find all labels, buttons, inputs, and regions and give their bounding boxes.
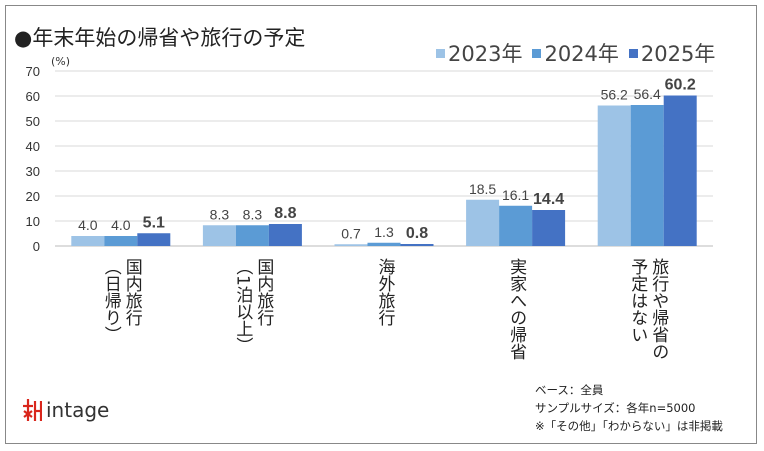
y-tick-label: 50 bbox=[26, 114, 40, 129]
bar bbox=[137, 233, 171, 246]
data-label: 1.3 bbox=[374, 224, 394, 240]
data-label: 8.3 bbox=[243, 206, 263, 222]
data-label: 14.4 bbox=[533, 191, 564, 208]
y-axis-unit: (%) bbox=[51, 55, 71, 68]
y-tick-label: 0 bbox=[33, 239, 40, 254]
bar bbox=[400, 244, 434, 246]
y-tick-label: 10 bbox=[26, 214, 40, 229]
legend-label: 2023年 bbox=[448, 42, 523, 66]
bar bbox=[235, 225, 269, 246]
data-label: 16.1 bbox=[502, 187, 529, 203]
y-tick-label: 70 bbox=[26, 64, 40, 79]
bar bbox=[202, 225, 236, 246]
bar bbox=[104, 236, 138, 246]
intage-logo-mark-icon bbox=[23, 399, 42, 421]
y-tick-label: 60 bbox=[26, 89, 40, 104]
intage-logo: intage bbox=[22, 397, 109, 423]
data-label: 56.4 bbox=[634, 86, 661, 102]
legend-item-2024: 2024年 bbox=[532, 38, 619, 68]
note-sample: サンプルサイズ：各年n=5000 bbox=[535, 401, 696, 415]
data-label: 8.8 bbox=[274, 205, 296, 222]
x-tick-label: 実家への帰省 bbox=[506, 258, 527, 360]
y-tick-label: 40 bbox=[26, 139, 40, 154]
x-tick-label: 海外旅行 bbox=[374, 258, 395, 326]
bar bbox=[71, 236, 105, 246]
x-tick-label: 国内旅行 （日帰り） bbox=[100, 258, 142, 343]
note-base: ベース：全員 bbox=[535, 383, 604, 397]
legend-swatch bbox=[532, 48, 542, 58]
logo-text: intage bbox=[46, 398, 110, 422]
data-label: 4.0 bbox=[78, 217, 98, 233]
bar bbox=[499, 205, 533, 246]
note-excluded: ※「その他」「わからない」は非掲載 bbox=[535, 419, 723, 433]
legend-swatch bbox=[436, 48, 445, 58]
legend-label: 2025年 bbox=[640, 42, 716, 66]
bar bbox=[268, 224, 302, 246]
bar bbox=[466, 199, 500, 246]
chart-title: ●年末年始の帰省や旅行の予定 bbox=[14, 26, 306, 50]
notes: ベース：全員 サンプルサイズ：各年n=5000 ※「その他」「わからない」は非掲… bbox=[535, 381, 723, 435]
data-label: 4.0 bbox=[111, 217, 131, 233]
data-label: 60.2 bbox=[665, 77, 696, 94]
bar bbox=[663, 95, 697, 246]
chart-border bbox=[5, 5, 757, 444]
legend-swatch bbox=[628, 48, 638, 58]
legend-item-2023: 2023年 bbox=[436, 38, 522, 68]
data-label: 0.8 bbox=[406, 225, 428, 242]
bar bbox=[367, 242, 401, 246]
legend-label: 2024年 bbox=[544, 42, 619, 66]
y-tick-label: 20 bbox=[26, 189, 40, 204]
bar bbox=[334, 244, 368, 246]
x-tick-label: 旅行や帰省の 予定はない bbox=[627, 258, 669, 360]
legend: 2023年 2024年 2025年 bbox=[436, 38, 715, 68]
data-label: 8.3 bbox=[210, 206, 230, 222]
bar bbox=[532, 210, 566, 246]
bar bbox=[630, 105, 664, 246]
legend-item-2025: 2025年 bbox=[628, 38, 716, 68]
data-label: 0.7 bbox=[341, 225, 361, 241]
y-tick-label: 30 bbox=[26, 164, 40, 179]
data-label: 5.1 bbox=[143, 214, 165, 231]
x-tick-label: 国内旅行 （1泊以上） bbox=[232, 258, 274, 354]
data-label: 18.5 bbox=[469, 181, 496, 197]
data-label: 56.2 bbox=[601, 87, 628, 103]
bar bbox=[597, 105, 631, 246]
